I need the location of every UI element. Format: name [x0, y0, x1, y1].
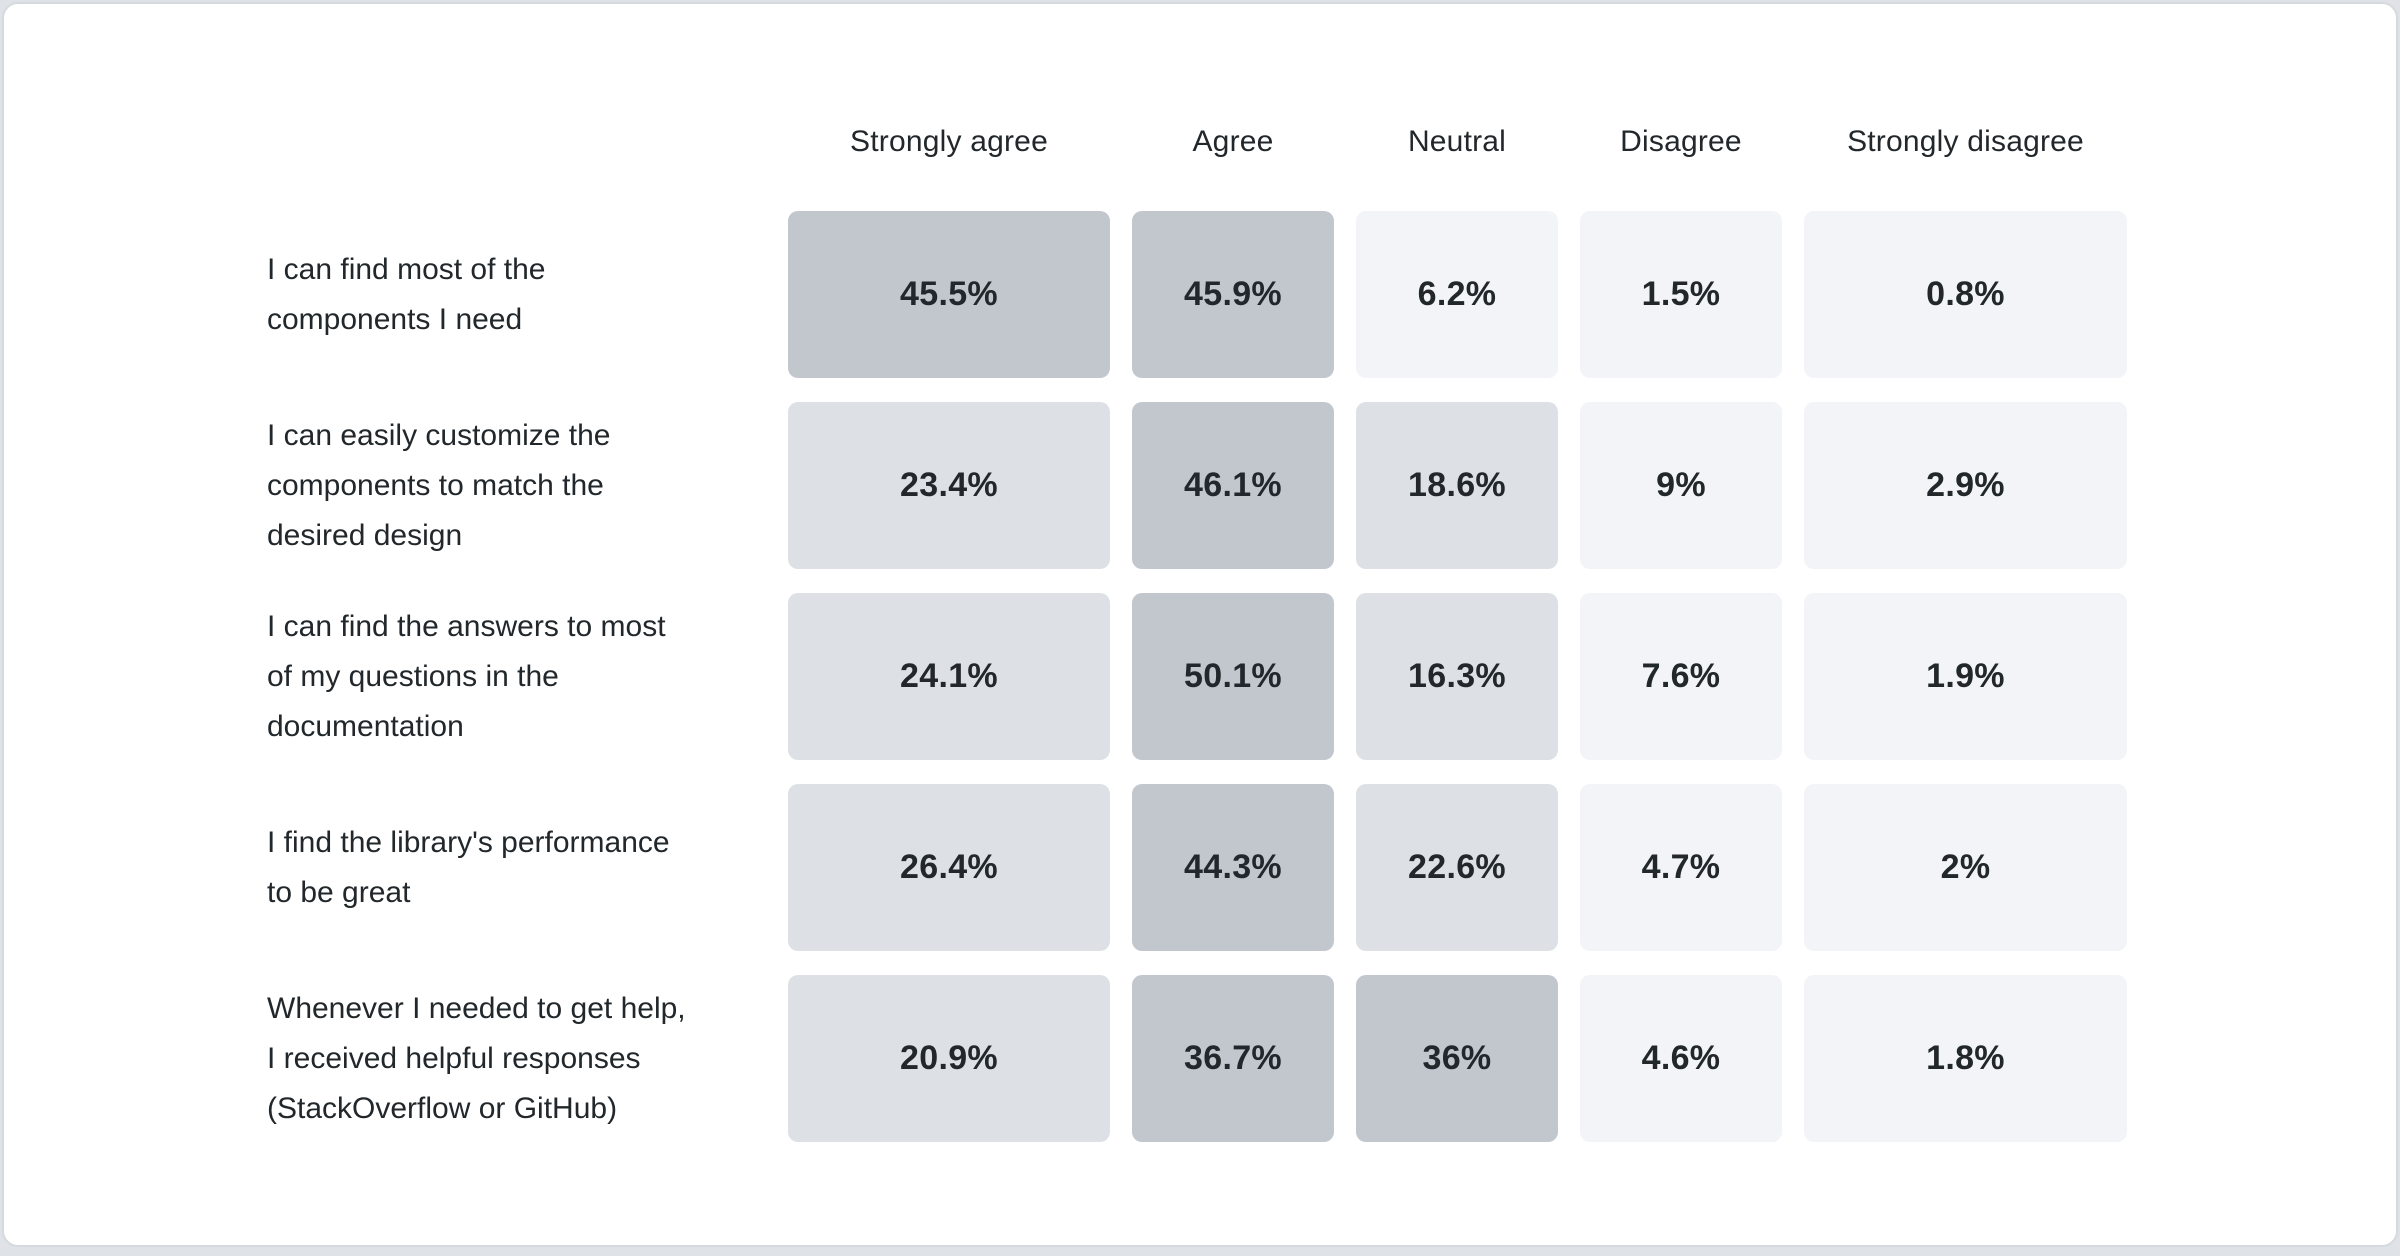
- row-label: I can find the answers to most of my que…: [267, 609, 666, 743]
- heatmap-cell: 36.7%: [1132, 975, 1334, 1142]
- survey-heatmap-grid: Strongly agree Agree Neutral Disagree Strong…: [4, 4, 2396, 1142]
- heatmap-cell: 23.4%: [788, 402, 1110, 569]
- heatmap-cell: 46.1%: [1132, 402, 1334, 569]
- row-label: Whenever I needed to get help, I receive…: [267, 991, 686, 1125]
- heatmap-cell: 4.7%: [1580, 784, 1782, 951]
- heatmap-cell: 4.6%: [1580, 975, 1782, 1142]
- heatmap-cell: 6.2%: [1356, 211, 1558, 378]
- heatmap-cell: 36%: [1356, 975, 1558, 1142]
- heatmap-cell: 0.8%: [1804, 211, 2127, 378]
- heatmap-cell: 20.9%: [788, 975, 1110, 1142]
- column-header: Strongly agree: [850, 125, 1048, 158]
- heatmap-cell: 7.6%: [1580, 593, 1782, 760]
- corner-spacer: [267, 97, 766, 187]
- column-header: Strongly disagree: [1847, 125, 2084, 158]
- heatmap-cell: 26.4%: [788, 784, 1110, 951]
- row-label: I find the library's performance to be g…: [267, 825, 670, 909]
- heatmap-cell: 45.9%: [1132, 211, 1334, 378]
- heatmap-cell: 24.1%: [788, 593, 1110, 760]
- heatmap-cell: 22.6%: [1356, 784, 1558, 951]
- column-header: Neutral: [1407, 125, 1507, 158]
- heatmap-cell: 2.9%: [1804, 402, 2127, 569]
- heatmap-cell: 45.5%: [788, 211, 1110, 378]
- heatmap-cell: 44.3%: [1132, 784, 1334, 951]
- row-label: I can find most of the components I need: [267, 252, 546, 336]
- heatmap-cell: 16.3%: [1356, 593, 1558, 760]
- heatmap-cell: 9%: [1580, 402, 1782, 569]
- heatmap-cell: 50.1%: [1132, 593, 1334, 760]
- column-header: Disagree: [1620, 125, 1742, 158]
- heatmap-cell: 1.9%: [1804, 593, 2127, 760]
- heatmap-cell: 18.6%: [1356, 402, 1558, 569]
- row-label: I can easily customize the components to…: [267, 418, 611, 552]
- heatmap-cell: 2%: [1804, 784, 2127, 951]
- heatmap-cell: 1.5%: [1580, 211, 1782, 378]
- column-header: Agree: [1192, 125, 1274, 158]
- heatmap-cell: 1.8%: [1804, 975, 2127, 1142]
